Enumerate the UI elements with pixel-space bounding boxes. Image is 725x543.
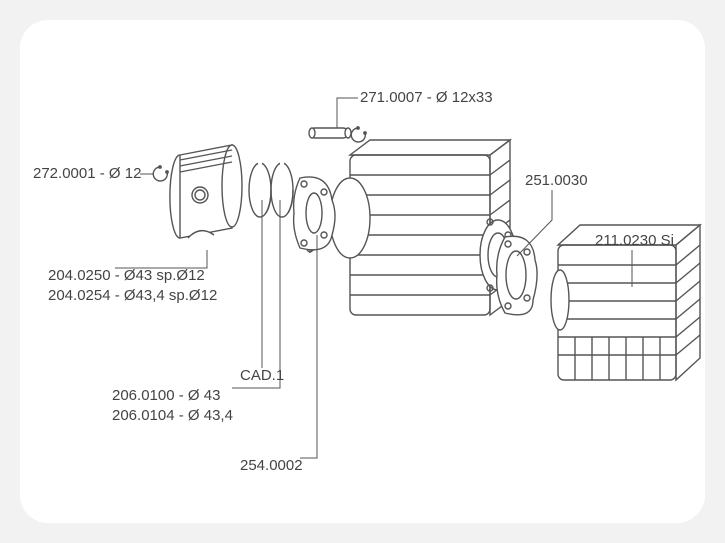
- label-ring-b: 206.0104 - Ø 43,4: [112, 407, 233, 424]
- label-piston-a: 204.0250 - Ø43 sp.Ø12: [48, 267, 205, 284]
- label-ring-a: 206.0100 - Ø 43: [112, 387, 220, 404]
- label-gasket-head: 251.0030: [525, 172, 588, 189]
- label-gasket-base: 254.0002: [240, 457, 303, 474]
- exploded-diagram: 271.0007 - Ø 12x33 272.0001 - Ø 12 204.0…: [0, 0, 725, 543]
- label-head: 211.0230 Si: [595, 232, 674, 249]
- label-piston-b: 204.0254 - Ø43,4 sp.Ø12: [48, 287, 217, 304]
- label-circlip: 272.0001 - Ø 12: [33, 165, 141, 182]
- part-head-gasket: [497, 236, 537, 315]
- part-piston: [170, 145, 242, 238]
- part-piston-rings: [249, 163, 293, 217]
- part-wrist-pin: [309, 128, 351, 138]
- part-circlip-right: [351, 127, 366, 142]
- label-pin: 271.0007 - Ø 12x33: [360, 89, 493, 106]
- labels: 271.0007 - Ø 12x33 272.0001 - Ø 12 204.0…: [33, 89, 674, 474]
- label-cad: CAD.1: [240, 367, 284, 384]
- part-circlip-left: [153, 166, 168, 181]
- part-base-gasket: [294, 177, 335, 250]
